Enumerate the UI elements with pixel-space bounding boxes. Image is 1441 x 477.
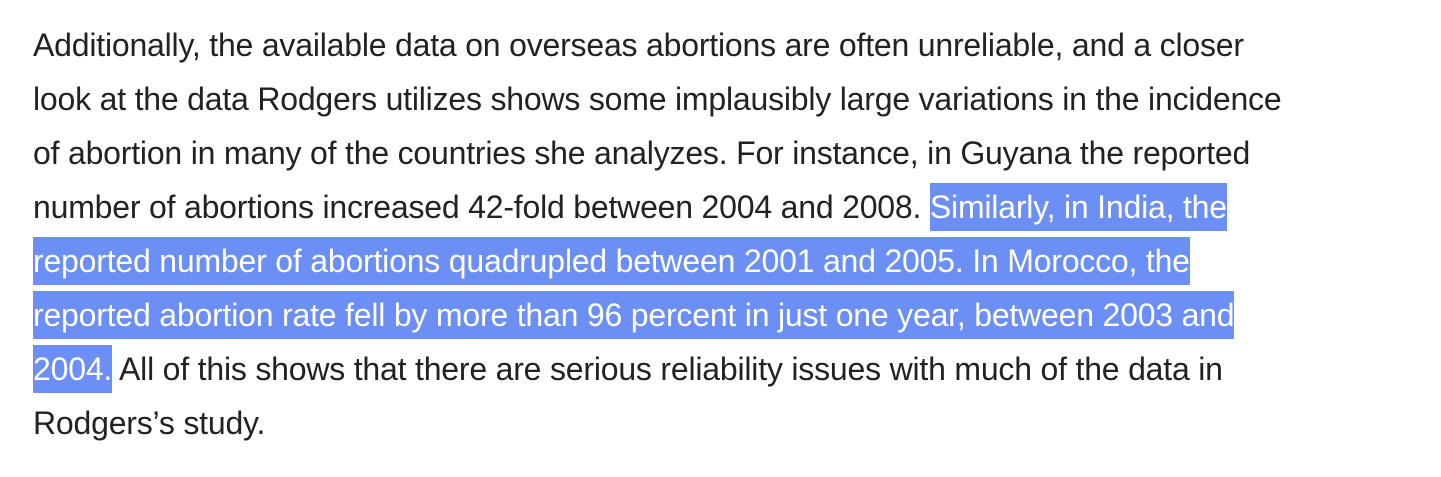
text-line-1: Additionally, the available data on over… (33, 27, 1244, 63)
text-line-2: look at the data Rodgers utilizes shows … (33, 81, 1282, 117)
selected-text[interactable]: Similarly, in India, the (929, 183, 1227, 231)
text-line-3: of abortion in many of the countries she… (33, 135, 1251, 171)
text-line-8: Rodgers’s study. (33, 405, 266, 441)
paragraph[interactable]: Additionally, the available data on over… (33, 18, 1413, 450)
selected-text[interactable]: reported abortion rate fell by more than… (33, 291, 1235, 339)
selected-text[interactable]: reported number of abortions quadrupled … (33, 237, 1190, 285)
plain-text: number of abortions increased 42-fold be… (33, 189, 930, 225)
text-line-5: reported number of abortions quadrupled … (33, 234, 1413, 288)
plain-text: All of this shows that there are serious… (112, 351, 1223, 387)
text-line-4: number of abortions increased 42-fold be… (33, 180, 1413, 234)
article-body: Additionally, the available data on over… (33, 18, 1413, 450)
selected-text[interactable]: 2004. (33, 345, 112, 393)
text-line-6: reported abortion rate fell by more than… (33, 288, 1413, 342)
text-line-7: 2004. All of this shows that there are s… (33, 342, 1413, 396)
